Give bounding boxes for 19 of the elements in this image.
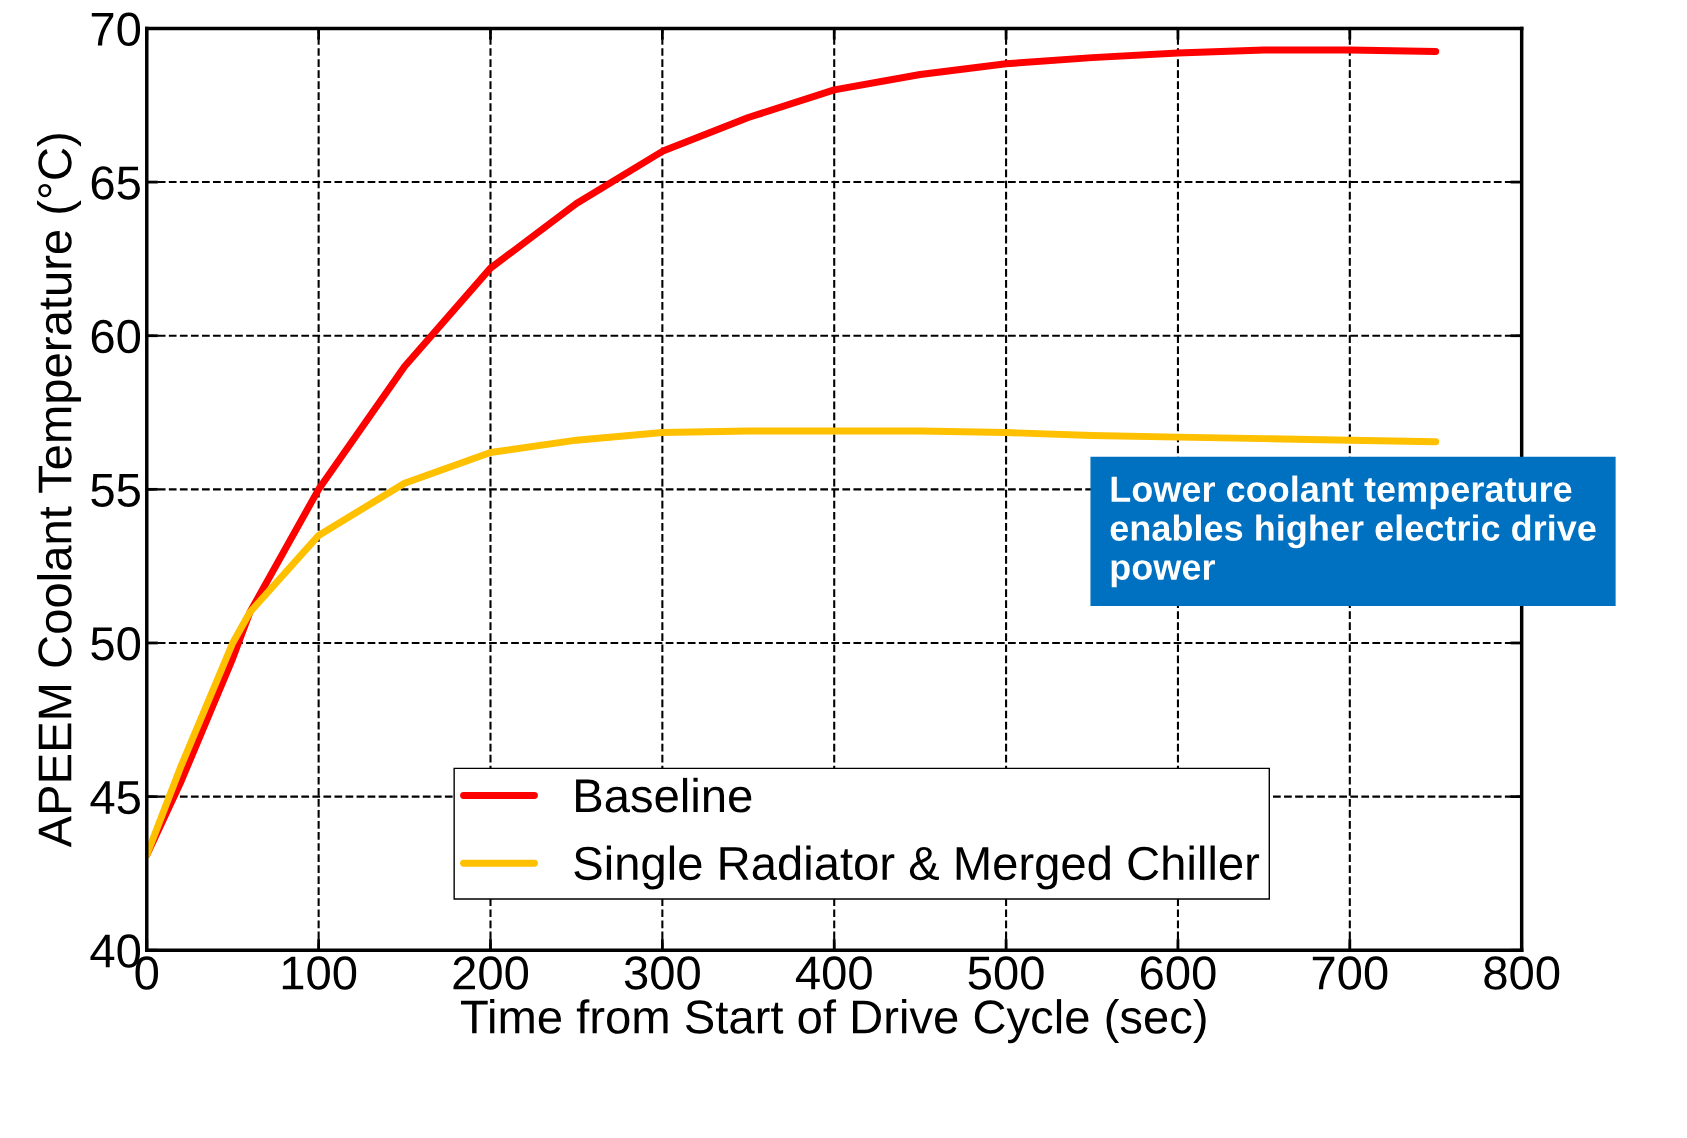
legend-label: Single Radiator & Merged Chiller (574, 845, 1260, 890)
y-tick-label: 70 (91, 12, 141, 47)
x-axis-title: Time from Start of Drive Cycle (sec) (460, 999, 1206, 1044)
x-tick-label: 700 (1312, 956, 1388, 990)
x-tick-label: 100 (282, 956, 357, 990)
y-tick-label: 50 (91, 627, 141, 661)
x-tick-label: 300 (624, 956, 700, 990)
y-tick-label: 65 (91, 166, 140, 200)
y-tick-label: 55 (91, 473, 140, 507)
legend-label: Baseline (576, 777, 752, 813)
annotation: Lower coolant temperature enables higher electric drive power (1110, 475, 1596, 588)
x-tick-label: 400 (795, 956, 872, 990)
y-tick-label: 60 (91, 319, 141, 354)
x-tick-label: 800 (1484, 956, 1560, 990)
x-tick-label: 600 (1140, 956, 1216, 990)
x-tick-label: 200 (453, 956, 529, 990)
y-tick-label: 45 (90, 781, 140, 815)
x-tick-label: 500 (968, 956, 1044, 990)
y-axis-title: APEEM Coolant Temperature (°C) (37, 134, 82, 848)
